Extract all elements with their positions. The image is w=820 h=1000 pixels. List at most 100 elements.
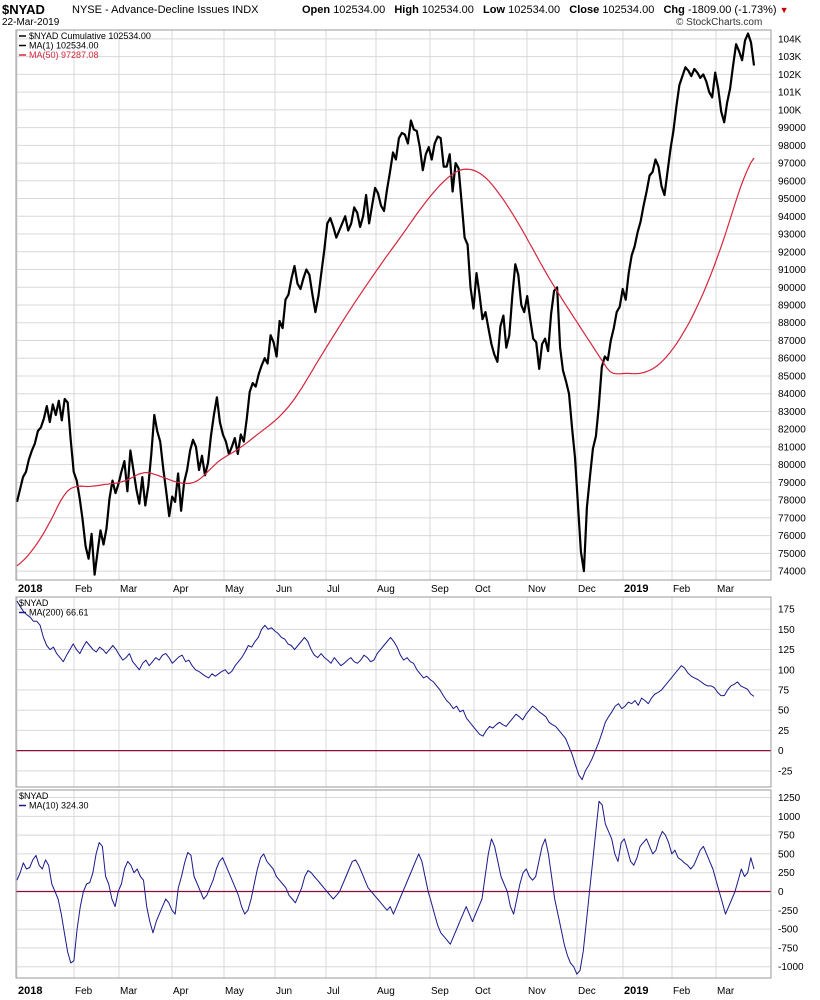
-nyad-cumulative-line (15, 32, 756, 576)
x-tick-label-top: May (225, 584, 244, 595)
legend-entry: $NYAD Cumulative 102534.00 (29, 31, 151, 41)
y-tick-label: 96000 (778, 176, 806, 187)
panel-border (15, 596, 772, 788)
y-tick-label: 1000 (778, 812, 801, 823)
x-tick-label-bottom: 2018 (18, 985, 42, 997)
ma-50--line (16, 157, 755, 567)
y-tick-label: 150 (778, 625, 795, 636)
x-tick-label-top: Apr (173, 584, 189, 595)
y-tick-label: 175 (778, 605, 795, 616)
y-tick-label: 90000 (778, 283, 806, 294)
y-tick-label: 104K (778, 34, 802, 45)
y-tick-label: 89000 (778, 301, 806, 312)
symbol-title: $NYAD (2, 2, 45, 17)
x-tick-label-bottom: Mar (120, 986, 138, 997)
open-label: Open (302, 4, 331, 16)
x-tick-label-top: Jun (276, 584, 292, 595)
y-tick-label: 50 (778, 706, 790, 717)
panel-border (15, 29, 772, 581)
y-tick-label: -500 (778, 925, 798, 936)
x-tick-label-top: Oct (475, 584, 491, 595)
x-tick-label-top: Feb (673, 584, 691, 595)
y-tick-label: 91000 (778, 265, 806, 276)
y-tick-label: 100K (778, 105, 802, 116)
down-arrow-icon: ▼ (779, 5, 789, 15)
y-tick-label: -1000 (778, 962, 804, 973)
y-tick-label: 88000 (778, 318, 806, 329)
legend-entry: MA(1) 102534.00 (29, 41, 99, 51)
index-name: NYSE - Advance-Decline Issues INDX (72, 4, 258, 16)
x-tick-label-bottom: May (225, 986, 244, 997)
x-tick-label-top: Sep (431, 584, 449, 595)
chg-label: Chg (663, 4, 685, 16)
y-tick-label: 78000 (778, 496, 806, 507)
x-tick-label-bottom: Oct (475, 986, 491, 997)
x-tick-label-top: Dec (578, 584, 596, 595)
x-tick-label-top: Mar (717, 584, 735, 595)
chart-date: 22-Mar-2019 (2, 17, 60, 28)
y-tick-label: 125 (778, 645, 795, 656)
ma-10--line (16, 800, 755, 975)
x-tick-label-top: Nov (528, 584, 546, 595)
x-tick-label-top: Aug (377, 584, 395, 595)
y-tick-label: 101K (778, 88, 802, 99)
y-tick-label: 77000 (778, 513, 806, 524)
y-tick-label: -25 (778, 766, 793, 777)
chg-value: -1809.00 (-1.73%) (687, 4, 777, 16)
y-tick-label: 0 (778, 746, 784, 757)
exchange-name: NYSE - Advance-Decline Issues (72, 4, 230, 16)
y-tick-label: 75000 (778, 549, 806, 560)
y-tick-label: 86000 (778, 354, 806, 365)
x-tick-label-bottom: Apr (173, 986, 189, 997)
y-tick-label: 99000 (778, 123, 806, 134)
ma-200--line (16, 600, 755, 781)
high-label: High (394, 4, 419, 16)
y-tick-label: 94000 (778, 212, 806, 223)
x-tick-label-top: Mar (120, 584, 138, 595)
close-label: Close (569, 4, 600, 16)
x-tick-label-bottom: Dec (578, 986, 596, 997)
y-tick-label: 81000 (778, 442, 806, 453)
x-tick-label-bottom: 2019 (624, 985, 648, 997)
x-tick-label-bottom: Feb (75, 986, 93, 997)
legend-entry: $NYAD (19, 598, 49, 608)
y-tick-label: 92000 (778, 247, 806, 258)
panel-border (15, 789, 772, 979)
y-tick-label: 0 (778, 887, 784, 898)
y-tick-label: 82000 (778, 425, 806, 436)
y-tick-label: 75 (778, 685, 790, 696)
y-tick-label: 87000 (778, 336, 806, 347)
ohlc-readout: Open 102534.00 High 102534.00 Low 102534… (302, 4, 789, 16)
y-tick-label: 85000 (778, 371, 806, 382)
legend-entry: MA(200) 66.61 (29, 608, 89, 618)
stockcharts-watermark: © StockCharts.com (676, 17, 763, 28)
x-tick-label-bottom: Sep (431, 986, 449, 997)
y-tick-label: 93000 (778, 230, 806, 241)
x-tick-label-bottom: Nov (528, 986, 546, 997)
x-tick-label-bottom: Aug (377, 986, 395, 997)
y-tick-label: 79000 (778, 478, 806, 489)
y-tick-label: 97000 (778, 159, 806, 170)
y-tick-label: 500 (778, 849, 795, 860)
legend-entry: $NYAD (19, 791, 49, 801)
y-tick-label: 80000 (778, 460, 806, 471)
y-tick-label: -750 (778, 943, 798, 954)
y-tick-label: 74000 (778, 567, 806, 578)
y-tick-label: 76000 (778, 531, 806, 542)
y-tick-label: 100 (778, 665, 795, 676)
high-value: 102534.00 (421, 4, 474, 16)
y-tick-label: 1250 (778, 793, 801, 804)
legend-entry: MA(10) 324.30 (29, 801, 89, 811)
open-value: 102534.00 (333, 4, 386, 16)
y-tick-label: 103K (778, 52, 802, 63)
legend-entry: MA(50) 97287.08 (29, 50, 99, 60)
y-tick-label: 25 (778, 726, 790, 737)
low-label: Low (483, 4, 506, 16)
x-tick-label-bottom: Feb (673, 986, 691, 997)
y-tick-label: 84000 (778, 389, 806, 400)
y-tick-label: 83000 (778, 407, 806, 418)
y-tick-label: -250 (778, 906, 798, 917)
x-tick-label-top: 2019 (624, 583, 648, 595)
y-tick-label: 250 (778, 868, 795, 879)
